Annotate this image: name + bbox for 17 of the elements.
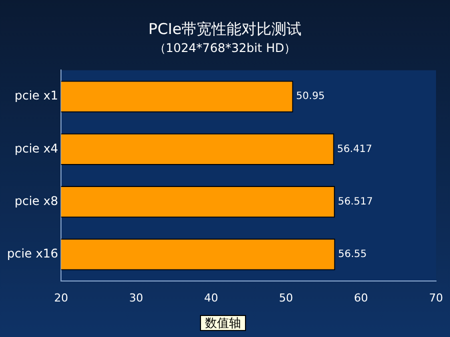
data-label: 56.417	[337, 144, 372, 155]
x-tick-label: 70	[429, 291, 443, 304]
chart-title: PCIe带宽性能对比测试	[147, 19, 303, 38]
text: 数值轴	[200, 315, 246, 331]
y-tick-label: pcie x16	[6, 246, 58, 261]
x-tick-label: 40	[204, 291, 218, 304]
x-tick-label: 50	[279, 291, 294, 304]
x-tick-label: 60	[354, 291, 368, 304]
y-tick-label: pcie x4	[14, 141, 58, 156]
x-tick-label: 30	[129, 291, 144, 304]
data-label: 56.55	[338, 249, 367, 260]
y-tick-label: pcie x1	[14, 88, 58, 103]
x-tick-label: 20	[54, 291, 68, 304]
data-label: 56.517	[338, 196, 373, 208]
data-label: 50.95	[296, 91, 325, 102]
chart-subtitle: （1024*768*32bit HD）	[152, 40, 298, 56]
y-tick-label: pcie x8	[14, 194, 58, 208]
